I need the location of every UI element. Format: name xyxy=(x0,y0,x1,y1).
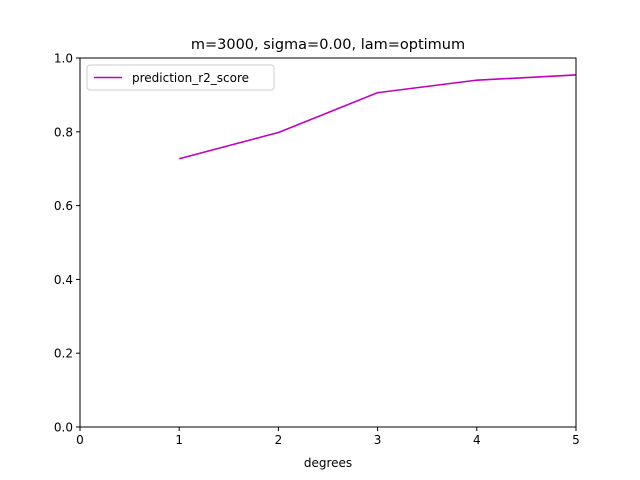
legend: prediction_r2_score xyxy=(86,64,275,91)
series-line-prediction_r2_score xyxy=(178,74,577,160)
x-tick-label: 4 xyxy=(473,433,481,447)
axes-frame xyxy=(79,57,577,428)
plot-area: 0 1 2 3 4 5 0.0 0.2 0.4 0.6 0.8 1.0 xyxy=(54,52,580,448)
y-tick-label: 0.4 xyxy=(54,273,73,287)
y-axis-ticks: 0.0 0.2 0.4 0.6 0.8 1.0 xyxy=(54,52,80,435)
y-tick-label: 0.0 xyxy=(54,421,73,435)
legend-box xyxy=(86,64,275,91)
y-tick-label: 0.6 xyxy=(54,199,73,213)
x-tick-label: 5 xyxy=(572,433,580,447)
x-tick-label: 0 xyxy=(76,433,84,447)
x-tick-label: 3 xyxy=(374,433,382,447)
chart-title: m=3000, sigma=0.00, lam=optimum xyxy=(191,37,465,53)
x-axis-ticks: 0 1 2 3 4 5 xyxy=(76,427,580,447)
series-layer xyxy=(178,74,577,160)
y-tick-label: 0.8 xyxy=(54,125,73,139)
x-tick-label: 2 xyxy=(275,433,283,447)
y-tick-label: 1.0 xyxy=(54,52,73,66)
y-tick-label: 0.2 xyxy=(54,347,73,361)
x-axis-label: degrees xyxy=(304,456,352,470)
legend-label: prediction_r2_score xyxy=(132,71,249,85)
x-tick-label: 1 xyxy=(175,433,183,447)
